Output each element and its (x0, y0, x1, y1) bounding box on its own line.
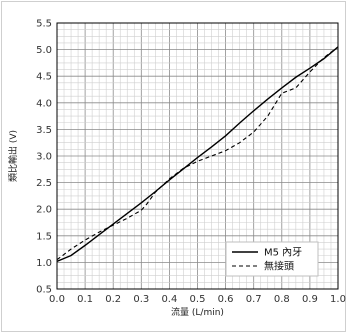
y-tick-label: 2.0 (36, 205, 52, 216)
y-axis-label: 類比輸出 (V) (7, 130, 19, 182)
y-tick-label: 2.5 (36, 178, 52, 189)
plot-area-border (56, 22, 339, 290)
y-tick-label: 5.5 (36, 19, 52, 30)
series-line-no-fitting (56, 46, 339, 261)
x-tick-label: 0.7 (246, 294, 262, 305)
y-tick-label: 0.5 (36, 285, 52, 296)
y-tick-label: 5.0 (36, 45, 52, 56)
x-tick-label: 1.0 (330, 294, 346, 305)
x-tick-label: 0.5 (190, 294, 206, 305)
legend-box (225, 241, 319, 277)
tick-labels: 0.0 0.1 0.2 0.3 0.4 0.5 0.6 0.7 0.8 0.9 1.0 0.5 1.0 1… (36, 19, 346, 306)
x-tick-label: 0.6 (218, 294, 234, 305)
y-tick-label: 1.5 (36, 231, 52, 242)
x-tick-label: 0.3 (133, 294, 149, 305)
legend-label-no-fitting: 無接頭 (264, 260, 294, 273)
y-tick-label: 1.0 (36, 258, 52, 269)
x-axis-label: 流量 (L/min) (171, 306, 224, 318)
x-tick-label: 0.1 (77, 294, 93, 305)
series-line-m5 (56, 46, 339, 262)
y-tick-label: 3.0 (36, 152, 52, 163)
legend: M5 內牙 無接頭 (225, 241, 319, 277)
legend-label-m5: M5 內牙 (264, 247, 302, 259)
x-tick-label: 0.2 (105, 294, 121, 305)
x-tick-label: 0.9 (302, 294, 318, 305)
x-tick-label: 0.4 (161, 294, 177, 305)
y-tick-label: 3.5 (36, 125, 52, 136)
series-layer (56, 46, 339, 262)
x-tick-label: 0.8 (274, 294, 290, 305)
y-tick-label: 4.0 (36, 98, 52, 109)
y-tick-label: 4.5 (36, 72, 52, 83)
chart-frame: 0.0 0.1 0.2 0.3 0.4 0.5 0.6 0.7 0.8 0.9 1.0 0.5 1.0 1… (1, 1, 346, 332)
x-tick-label: 0.0 (49, 294, 65, 305)
